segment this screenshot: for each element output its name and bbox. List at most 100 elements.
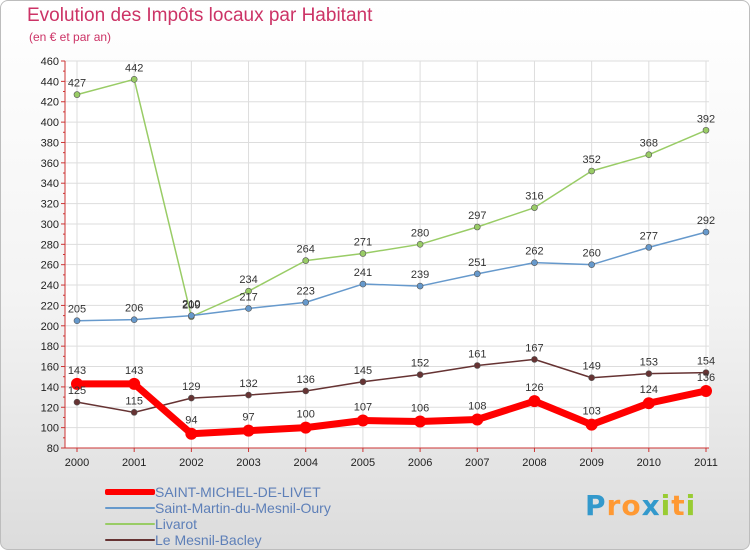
data-label-saint-martin-du-mesnil-oury: 206 xyxy=(125,303,143,315)
data-label-saint-michel-de-livet: 143 xyxy=(125,365,143,377)
x-tick-label: 2005 xyxy=(351,457,375,469)
x-tick-label: 2002 xyxy=(179,457,203,469)
data-label-saint-michel-de-livet: 143 xyxy=(68,365,86,377)
y-tick-label: 360 xyxy=(41,158,59,170)
data-label-livarot: 352 xyxy=(582,154,600,166)
data-point-livarot xyxy=(359,250,367,257)
data-point-saint-martin-du-mesnil-oury xyxy=(531,259,538,266)
y-tick-label: 400 xyxy=(41,117,59,129)
data-label-saint-martin-du-mesnil-oury: 262 xyxy=(525,246,543,258)
data-point-saint-michel-de-livet xyxy=(700,384,712,397)
data-label-le-mesnil-bacley: 115 xyxy=(125,395,143,407)
data-point-saint-michel-de-livet xyxy=(356,414,369,427)
data-point-livarot xyxy=(645,151,653,158)
x-tick-label: 2003 xyxy=(236,457,260,469)
series-line-livarot xyxy=(76,78,707,318)
data-label-saint-martin-du-mesnil-oury: 292 xyxy=(697,215,715,227)
data-label-le-mesnil-bacley: 167 xyxy=(525,342,543,354)
data-label-saint-michel-de-livet: 94 xyxy=(185,415,197,427)
legend-label: Livarot xyxy=(155,516,198,532)
data-point-saint-michel-de-livet xyxy=(585,418,598,431)
data-label-saint-michel-de-livet: 108 xyxy=(468,400,486,412)
data-label-livarot: 297 xyxy=(468,210,486,222)
data-label-saint-michel-de-livet: 126 xyxy=(525,382,543,394)
data-point-saint-martin-du-mesnil-oury xyxy=(473,270,481,278)
data-point-le-mesnil-bacley xyxy=(245,391,252,399)
legend-swatch xyxy=(105,523,155,525)
data-label-le-mesnil-bacley: 136 xyxy=(297,374,315,386)
chart-title: Evolution des Impôts locaux par Habitant xyxy=(27,5,373,26)
data-point-saint-michel-de-livet xyxy=(471,413,484,426)
data-label-livarot: 264 xyxy=(297,244,315,256)
logo-letter: i xyxy=(660,489,672,522)
chart-subtitle: (en € et par an) xyxy=(29,30,112,44)
logo-letter: o xyxy=(621,489,642,522)
y-tick-label: 460 xyxy=(41,56,59,68)
data-point-livarot xyxy=(245,287,252,295)
x-tick-label: 2007 xyxy=(465,457,489,469)
y-tick-label: 240 xyxy=(41,280,59,292)
legend-label: SAINT-MICHEL-DE-LIVET xyxy=(155,484,321,500)
logo-letter: P xyxy=(585,489,607,522)
data-label-le-mesnil-bacley: 161 xyxy=(468,349,486,361)
data-point-livarot xyxy=(73,91,81,98)
data-label-livarot: 209 xyxy=(182,300,200,312)
axes: 80 100 120 140 160 180 200 220 240 260 280 300 320 34… xyxy=(41,56,718,469)
data-point-saint-martin-du-mesnil-oury xyxy=(588,261,595,268)
legend-swatch xyxy=(105,539,155,541)
data-label-le-mesnil-bacley: 129 xyxy=(182,381,200,393)
x-tick-label: 2004 xyxy=(293,457,317,469)
data-point-saint-michel-de-livet xyxy=(128,377,141,390)
grid xyxy=(65,60,709,449)
data-point-saint-martin-du-mesnil-oury xyxy=(359,280,367,288)
data-label-le-mesnil-bacley: 132 xyxy=(239,378,257,390)
data-label-le-mesnil-bacley: 145 xyxy=(354,365,372,377)
data-label-livarot: 427 xyxy=(68,78,86,90)
data-point-livarot xyxy=(473,223,481,231)
data-point-livarot xyxy=(416,241,424,248)
data-label-saint-martin-du-mesnil-oury: 223 xyxy=(297,285,315,297)
data-point-livarot xyxy=(130,76,138,83)
x-tick-label: 2000 xyxy=(65,457,89,469)
data-point-saint-martin-du-mesnil-oury xyxy=(245,305,252,312)
series xyxy=(71,76,712,440)
data-point-le-mesnil-bacley xyxy=(188,394,195,402)
data-point-le-mesnil-bacley xyxy=(130,409,138,416)
data-label-saint-michel-de-livet: 106 xyxy=(411,403,429,415)
data-point-saint-michel-de-livet xyxy=(642,397,655,410)
y-tick-label: 320 xyxy=(41,199,59,211)
data-point-livarot xyxy=(302,257,310,264)
data-point-saint-martin-du-mesnil-oury xyxy=(73,317,81,324)
data-point-saint-martin-du-mesnil-oury xyxy=(702,228,710,236)
data-point-le-mesnil-bacley xyxy=(531,356,538,363)
data-label-le-mesnil-bacley: 154 xyxy=(697,356,715,368)
data-point-saint-michel-de-livet xyxy=(242,424,255,437)
data-point-le-mesnil-bacley xyxy=(416,371,424,378)
data-label-saint-martin-du-mesnil-oury: 239 xyxy=(411,269,429,281)
data-label-saint-michel-de-livet: 97 xyxy=(242,412,254,424)
data-label-saint-martin-du-mesnil-oury: 277 xyxy=(640,230,658,242)
y-tick-label: 440 xyxy=(41,76,59,88)
data-label-livarot: 392 xyxy=(697,113,715,125)
logo-letter: r xyxy=(606,489,622,522)
data-point-saint-martin-du-mesnil-oury xyxy=(130,316,138,323)
y-tick-label: 220 xyxy=(41,300,59,312)
plot-area xyxy=(65,61,709,448)
data-point-saint-michel-de-livet xyxy=(414,415,427,428)
data-point-le-mesnil-bacley xyxy=(702,369,710,376)
data-point-saint-martin-du-mesnil-oury xyxy=(645,244,653,251)
data-point-saint-martin-du-mesnil-oury xyxy=(302,299,310,306)
legend-label: Le Mesnil-Bacley xyxy=(155,532,262,548)
data-label-saint-martin-du-mesnil-oury: 205 xyxy=(68,304,86,316)
series-line-le-mesnil-bacley xyxy=(76,358,707,414)
x-tick-label: 2006 xyxy=(408,457,432,469)
data-label-saint-martin-du-mesnil-oury: 241 xyxy=(354,267,372,279)
y-tick-label: 420 xyxy=(41,97,59,109)
x-tick-label: 2009 xyxy=(579,457,603,469)
data-point-le-mesnil-bacley xyxy=(73,398,81,406)
x-tick-label: 2010 xyxy=(637,457,661,469)
y-tick-label: 180 xyxy=(41,341,59,353)
data-label-le-mesnil-bacley: 153 xyxy=(640,357,658,369)
data-point-saint-michel-de-livet xyxy=(528,395,541,408)
